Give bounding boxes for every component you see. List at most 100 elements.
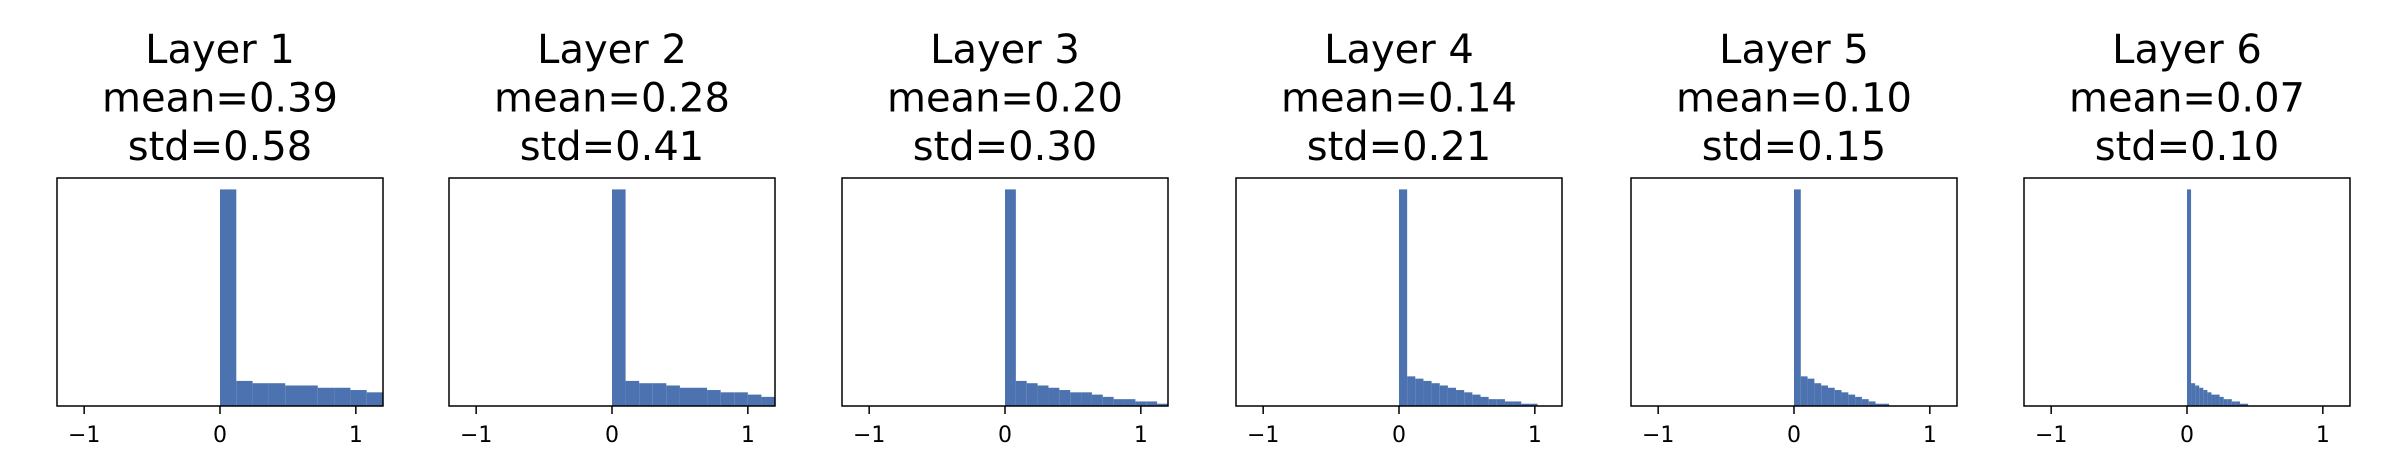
histogram-bar (1488, 399, 1497, 406)
histogram-bar (1037, 385, 1049, 406)
histogram-bar (747, 394, 762, 406)
histogram-bar (693, 387, 708, 406)
x-tick-label: −1 (1642, 423, 1674, 448)
histogram-bar (2199, 387, 2204, 406)
histogram-bar (2215, 394, 2220, 406)
histogram-bar (1407, 376, 1416, 406)
subplot-title: Layer 6 (2112, 27, 2262, 73)
histogram-bar (707, 390, 721, 406)
subplot-title: Layer 2 (537, 27, 687, 73)
histogram-bar (2219, 396, 2224, 406)
histogram-bar (761, 396, 775, 406)
histogram-bar (2223, 399, 2228, 406)
subplot-title: mean=0.07 (2069, 76, 2305, 122)
histogram-bar (2207, 392, 2212, 406)
histogram-bar (1882, 403, 1890, 406)
subplot-title: std=0.30 (913, 124, 1098, 170)
subplot-title: mean=0.28 (494, 76, 730, 122)
histogram-bar (2203, 390, 2208, 406)
histogram-bar (1800, 376, 1808, 406)
histogram-bar (285, 385, 302, 406)
histogram-bar (1015, 380, 1027, 406)
histogram-bar (666, 385, 680, 406)
histogram-bar (1480, 396, 1489, 406)
x-tick-label: 0 (1392, 423, 1406, 448)
histogram-bar (334, 387, 351, 406)
histogram-bar (268, 383, 286, 406)
histogram-bar (734, 392, 748, 406)
histogram-bar (2244, 403, 2249, 406)
x-tick-label: 1 (2316, 423, 2330, 448)
histogram-bar (2191, 383, 2196, 406)
subplot-title: mean=0.20 (887, 76, 1123, 122)
subplot-title: mean=0.39 (102, 76, 338, 122)
histogram-bar (1814, 383, 1822, 406)
histogram-bar (1048, 387, 1060, 406)
histogram-bar (1070, 392, 1082, 406)
x-tick-label: −1 (2035, 423, 2067, 448)
subplot-title: std=0.41 (520, 124, 705, 170)
histogram-bar (720, 392, 735, 406)
histogram-bar (317, 387, 335, 406)
histogram-bar (1513, 401, 1522, 406)
x-tick-label: 1 (349, 423, 363, 448)
histogram-bar (236, 380, 253, 406)
x-tick-label: 0 (2180, 423, 2194, 448)
x-tick-label: 0 (998, 423, 1012, 448)
histogram-bar (301, 385, 318, 406)
histogram-bar (2211, 394, 2216, 406)
histogram-bar (2187, 189, 2192, 406)
histogram-bar (1875, 403, 1883, 406)
histogram-bar (1439, 385, 1448, 406)
subplot-title: mean=0.10 (1676, 76, 1912, 122)
histogram-bar (1135, 401, 1147, 406)
x-tick-label: 0 (213, 423, 227, 448)
subplot-title: std=0.58 (128, 124, 313, 170)
histogram-bar (1529, 403, 1538, 406)
histogram-bar (366, 392, 383, 406)
histogram-bar (1472, 394, 1481, 406)
subplot-title: Layer 5 (1719, 27, 1869, 73)
histogram-bar (1868, 401, 1876, 406)
subplot-title: std=0.15 (1702, 124, 1887, 170)
histogram-bar (2231, 401, 2236, 406)
histogram-bar (1399, 189, 1408, 406)
histogram-bar (639, 383, 653, 406)
x-tick-label: 1 (1528, 423, 1542, 448)
x-tick-label: 0 (1787, 423, 1801, 448)
histogram-bar (612, 189, 626, 406)
x-tick-label: −1 (853, 423, 885, 448)
histogram-bar (1821, 385, 1828, 406)
x-tick-label: 0 (605, 423, 619, 448)
histogram-bar (1005, 189, 1016, 406)
subplot-title: Layer 1 (145, 27, 295, 73)
histogram-bar (625, 380, 640, 406)
histogram-bar (679, 387, 694, 406)
histogram-bar (1059, 390, 1071, 406)
histogram-bar (1157, 403, 1168, 406)
x-tick-label: 1 (1923, 423, 1937, 448)
histogram-bar (1026, 383, 1038, 406)
histogram-bar (1827, 387, 1835, 406)
subplot-title: mean=0.14 (1281, 76, 1517, 122)
histogram-bar (1091, 394, 1103, 406)
histogram-bar (1431, 383, 1440, 406)
subplot-title: std=0.10 (2095, 124, 2280, 170)
histogram-bar (1834, 390, 1842, 406)
histogram-bar (1855, 396, 1862, 406)
subplot-title: Layer 3 (930, 27, 1080, 73)
histogram-bar (1807, 378, 1815, 406)
histogram-bar (1423, 380, 1432, 406)
histogram-bar (1521, 403, 1530, 406)
histogram-bar (2195, 385, 2200, 406)
histogram-bar (220, 189, 237, 406)
histogram-bar (2227, 399, 2232, 406)
x-tick-label: −1 (1247, 423, 1279, 448)
